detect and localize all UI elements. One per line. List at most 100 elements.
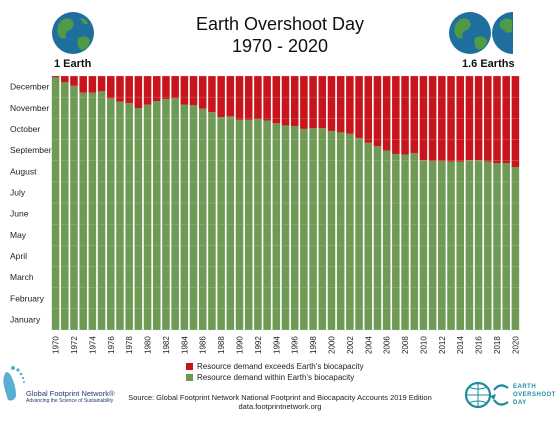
bar-within-1992	[254, 119, 262, 330]
y-tick-label: December	[10, 82, 49, 92]
bar-exceeds-2003	[355, 76, 363, 138]
bar-within-2003	[355, 137, 363, 330]
bar-within-1981	[152, 101, 161, 330]
eod-word-2: OVERSHOOT	[513, 392, 556, 398]
bar-exceeds-1998	[309, 76, 317, 129]
bar-within-1984	[180, 104, 189, 330]
bar-within-1980	[143, 104, 152, 330]
bar-exceeds-2020	[511, 76, 520, 168]
eod-word-1: EARTH	[513, 384, 537, 390]
bar-exceeds-1985	[189, 76, 198, 106]
bar-exceeds-1988	[217, 76, 225, 118]
bar-within-2007	[392, 153, 400, 330]
bar-within-2000	[327, 130, 336, 330]
bar-exceeds-2002	[346, 76, 354, 134]
bar-exceeds-1989	[226, 76, 235, 117]
bar-within-1993	[263, 120, 271, 330]
x-tick-label: 2000	[327, 336, 336, 354]
bar-exceeds-1978	[125, 76, 133, 104]
bar-exceeds-2001	[336, 76, 345, 133]
x-tick-label: 2018	[493, 336, 502, 354]
bar-within-1982	[162, 98, 170, 330]
bar-exceeds-1995	[281, 76, 290, 126]
bar-exceeds-1972	[70, 76, 78, 86]
bar-exceeds-1981	[152, 76, 161, 102]
bar-within-1997	[300, 128, 308, 330]
bar-within-2019	[502, 162, 510, 330]
bar-within-2008	[401, 154, 409, 330]
bar-within-1985	[189, 105, 198, 331]
bar-within-2016	[474, 160, 483, 330]
bar-within-1974	[88, 92, 97, 330]
bar-exceeds-1993	[263, 76, 271, 121]
bar-exceeds-1980	[143, 76, 152, 105]
bar-exceeds-1987	[208, 76, 216, 113]
x-tick-label: 2012	[438, 336, 447, 354]
bar-exceeds-1984	[180, 76, 189, 105]
legend-item-exceeds: Resource demand exceeds Earth’s biocapac…	[186, 362, 364, 371]
x-tick-label: 1974	[88, 336, 97, 354]
bar-within-1986	[198, 108, 207, 330]
bar-within-1983	[171, 98, 179, 330]
bar-exceeds-2005	[373, 76, 382, 147]
x-tick-label: 1994	[272, 336, 281, 354]
bar-within-2002	[346, 133, 354, 330]
gridlines	[51, 75, 520, 331]
bar-within-2018	[493, 162, 501, 330]
bar-exceeds-1999	[318, 76, 327, 129]
bar-within-2006	[382, 150, 391, 330]
x-tick-label: 2006	[383, 336, 392, 354]
bar-exceeds-1991	[244, 76, 253, 120]
x-tick-label: 1990	[236, 336, 245, 354]
y-tick-label: January	[10, 314, 41, 324]
eod-word-3: DAY	[513, 400, 527, 406]
y-tick-label: June	[10, 209, 29, 219]
legend-label-within: Resource demand within Earth’s biocapaci…	[197, 373, 355, 382]
bar-within-1973	[79, 92, 87, 330]
x-tick-label: 1982	[162, 336, 171, 354]
x-tick-label: 2002	[346, 336, 355, 354]
bar-within-2001	[336, 132, 345, 330]
y-tick-label: May	[10, 230, 27, 240]
bar-within-2010	[419, 160, 428, 330]
x-tick-label: 1986	[199, 336, 208, 354]
bar-exceeds-1986	[198, 76, 207, 109]
y-tick-label: November	[10, 103, 49, 113]
y-tick-label: February	[10, 293, 45, 303]
bar-exceeds-1974	[88, 76, 97, 93]
legend-item-within: Resource demand within Earth’s biocapaci…	[186, 373, 354, 382]
bar-within-1987	[208, 112, 216, 330]
x-tick-label: 1992	[254, 336, 263, 354]
bar-exceeds-1990	[235, 76, 244, 120]
x-tick-label: 1978	[125, 336, 134, 354]
bar-exceeds-1992	[254, 76, 262, 120]
y-tick-label: April	[10, 251, 27, 261]
bar-within-1996	[290, 126, 299, 330]
bar-exceeds-2008	[401, 76, 409, 155]
bar-within-1999	[318, 128, 327, 330]
bar-within-1975	[97, 91, 106, 330]
bar-within-1988	[217, 117, 225, 331]
bar-within-1994	[272, 123, 281, 330]
x-axis-labels: 1970 1972 1974 1976 1978 1980 1982 1984 1986 1988…	[52, 336, 521, 354]
x-tick-label: 2016	[475, 336, 484, 354]
bar-within-2009	[410, 153, 419, 330]
bar-exceeds-2009	[410, 76, 419, 154]
bar-exceeds-2019	[502, 76, 510, 163]
bar-exceeds-1997	[300, 76, 308, 129]
bar-within-1995	[281, 125, 290, 330]
bar-within-2005	[373, 146, 382, 330]
bar-within-2013	[447, 161, 455, 330]
source-text: Source: Global Footprint Network Nationa…	[128, 393, 432, 402]
bar-within-2017	[484, 161, 492, 330]
source-url: data.footprintnetwork.org	[238, 402, 322, 411]
bar-exceeds-2016	[474, 76, 483, 161]
gfn-tagline: Advancing the Science of Sustainability	[26, 398, 114, 404]
bar-exceeds-2017	[484, 76, 492, 162]
bar-exceeds-1994	[272, 76, 281, 124]
bar-exceeds-1971	[61, 76, 69, 83]
x-tick-label: 2020	[511, 336, 520, 354]
bar-exceeds-2010	[419, 76, 428, 161]
